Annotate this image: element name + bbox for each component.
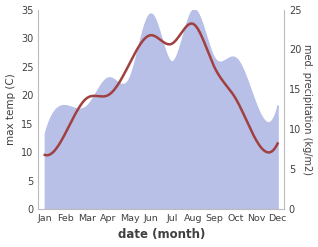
X-axis label: date (month): date (month) — [118, 228, 205, 242]
Y-axis label: max temp (C): max temp (C) — [5, 73, 16, 145]
Y-axis label: med. precipitation (kg/m2): med. precipitation (kg/m2) — [302, 44, 313, 175]
